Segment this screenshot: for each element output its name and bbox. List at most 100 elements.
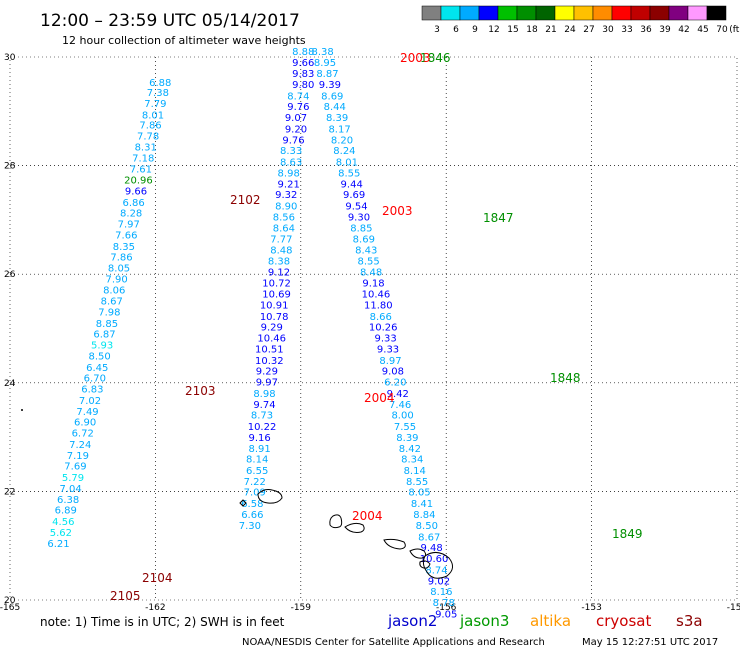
track-number-label: 2003: [382, 204, 413, 218]
wave-height-value: 10.78: [260, 312, 289, 323]
x-tick-label: -156: [436, 603, 457, 613]
wave-height-value: 7.86: [110, 253, 132, 264]
wave-height-value: 10.72: [262, 279, 291, 290]
wave-height-value: 6.86: [122, 198, 144, 209]
y-tick-label: 28: [4, 162, 16, 172]
wave-height-value: 9.05: [435, 609, 457, 620]
wave-height-value: 6.38: [57, 495, 79, 506]
wave-height-value: 8.05: [408, 488, 430, 499]
wave-height-value: 8.28: [120, 209, 142, 220]
wave-height-value: 9.33: [377, 344, 399, 355]
wave-height-value: 7.22: [244, 477, 266, 488]
wave-height-value: 8.48: [270, 246, 292, 257]
wave-height-value: 7.19: [67, 451, 89, 462]
wave-height-value: 9.33: [374, 334, 396, 345]
wave-height-value: 8.41: [411, 499, 433, 510]
colorbar-swatch: [592, 5, 613, 21]
colorbar-swatch: [440, 5, 461, 21]
legend-item-s3a: s3a: [676, 612, 703, 630]
x-tick-label: -165: [0, 603, 20, 613]
wave-height-value: 8.90: [275, 202, 297, 213]
wave-height-value: 8.69: [321, 91, 343, 102]
wave-height-value: 6.58: [241, 499, 263, 510]
wave-height-value: 7.78: [137, 132, 159, 143]
colorbar-label: 12: [488, 25, 499, 35]
credit-text: NOAA/NESDIS Center for Satellite Applica…: [242, 637, 545, 648]
colorbar-swatch: [687, 5, 708, 21]
wave-height-value: 8.55: [338, 168, 360, 179]
wave-height-value: 8.74: [287, 91, 309, 102]
wave-height-value: 8.95: [314, 58, 336, 69]
wave-height-value: 8.55: [406, 477, 428, 488]
wave-height-value: 9.80: [292, 80, 314, 91]
colorbar-label: 6: [453, 25, 459, 35]
footnote: note: 1) Time is in UTC; 2) SWH is in fe…: [40, 615, 285, 629]
wave-height-value: 8.43: [355, 246, 377, 257]
wave-height-value: 9.16: [248, 433, 270, 444]
wave-height-value: 6.70: [84, 374, 106, 385]
track-number-label: 1849: [612, 527, 643, 541]
track-number-label: 2104: [142, 571, 173, 585]
wave-height-value: 8.06: [103, 286, 125, 297]
wave-height-value: 9.74: [253, 400, 275, 411]
colorbar-label: 3: [434, 25, 440, 35]
wave-height-value: 9.32: [275, 190, 297, 201]
colorbar-label: 15: [507, 25, 518, 35]
wave-height-value: 8.91: [248, 444, 270, 455]
wave-height-value: 8.17: [328, 124, 350, 135]
wave-height-value: 9.66: [125, 186, 147, 197]
wave-height-value: 9.66: [292, 58, 314, 69]
colorbar-label: 24: [564, 25, 576, 35]
data-marks: 6.887.387.798.017.867.788.317.187.6120.9…: [47, 47, 457, 621]
wave-height-value: 8.05: [108, 263, 130, 274]
wave-height-value: 5.93: [91, 341, 113, 352]
wave-height-value: 5.62: [50, 528, 72, 539]
wave-height-value: 6.87: [93, 330, 115, 341]
wave-height-value: 8.69: [353, 235, 375, 246]
colorbar-swatch: [611, 5, 632, 21]
wave-height-value: 8.33: [280, 146, 302, 157]
wave-height-value: 8.44: [324, 102, 346, 113]
wave-height-value: 6.72: [72, 429, 94, 440]
wave-height-value: 10.46: [257, 334, 286, 345]
wave-height-value: 9.02: [428, 576, 450, 587]
colorbar-label: 36: [640, 25, 652, 35]
wave-height-value: 7.79: [144, 99, 166, 110]
wave-height-value: 8.14: [246, 455, 268, 466]
wave-height-value: 6.20: [384, 378, 406, 389]
colorbar-swatch: [535, 5, 556, 21]
colorbar-label: 42: [678, 25, 689, 35]
track-number-label: 1847: [483, 211, 514, 225]
chart-subtitle: 12 hour collection of altimeter wave hei…: [62, 34, 306, 47]
generated-timestamp: May 15 12:27:51 UTC 2017: [582, 637, 718, 648]
colorbar-label: 33: [621, 25, 632, 35]
legend-item-altika: altika: [530, 612, 571, 630]
wave-height-value: 6.45: [86, 363, 108, 374]
wave-height-value: 6.90: [74, 418, 96, 429]
wave-height-value: 9.29: [256, 367, 278, 378]
track-number-label: 2003: [400, 51, 431, 65]
wave-height-value: 9.76: [287, 102, 309, 113]
colorbar-swatch: [516, 5, 537, 21]
wave-height-value: 9.44: [341, 179, 363, 190]
wave-height-value: 7.09: [244, 488, 266, 499]
wave-height-value: 8.39: [326, 113, 348, 124]
wave-height-value: 9.76: [282, 135, 304, 146]
track-number-label: 2103: [185, 384, 216, 398]
colorbar-swatch: [554, 5, 575, 21]
wave-height-value: 8.55: [358, 256, 380, 267]
wave-height-value: 7.77: [270, 235, 292, 246]
wave-height-value: 6.55: [246, 466, 268, 477]
wave-height-value: 8.38: [311, 47, 333, 58]
wave-height-value: 6.21: [47, 539, 69, 550]
wave-height-value: 8.84: [413, 510, 435, 521]
wave-height-value: 8.01: [142, 110, 164, 121]
x-tick-label: -162: [145, 603, 165, 613]
wave-height-value: 8.67: [418, 532, 440, 543]
wave-height-value: 8.14: [404, 466, 426, 477]
hawaiian-islands: [21, 409, 453, 579]
colorbar-swatch: [706, 5, 727, 21]
wave-height-value: 7.02: [79, 396, 101, 407]
track-number-label: 2004: [364, 391, 395, 405]
track-number-label: 2004: [352, 509, 383, 523]
